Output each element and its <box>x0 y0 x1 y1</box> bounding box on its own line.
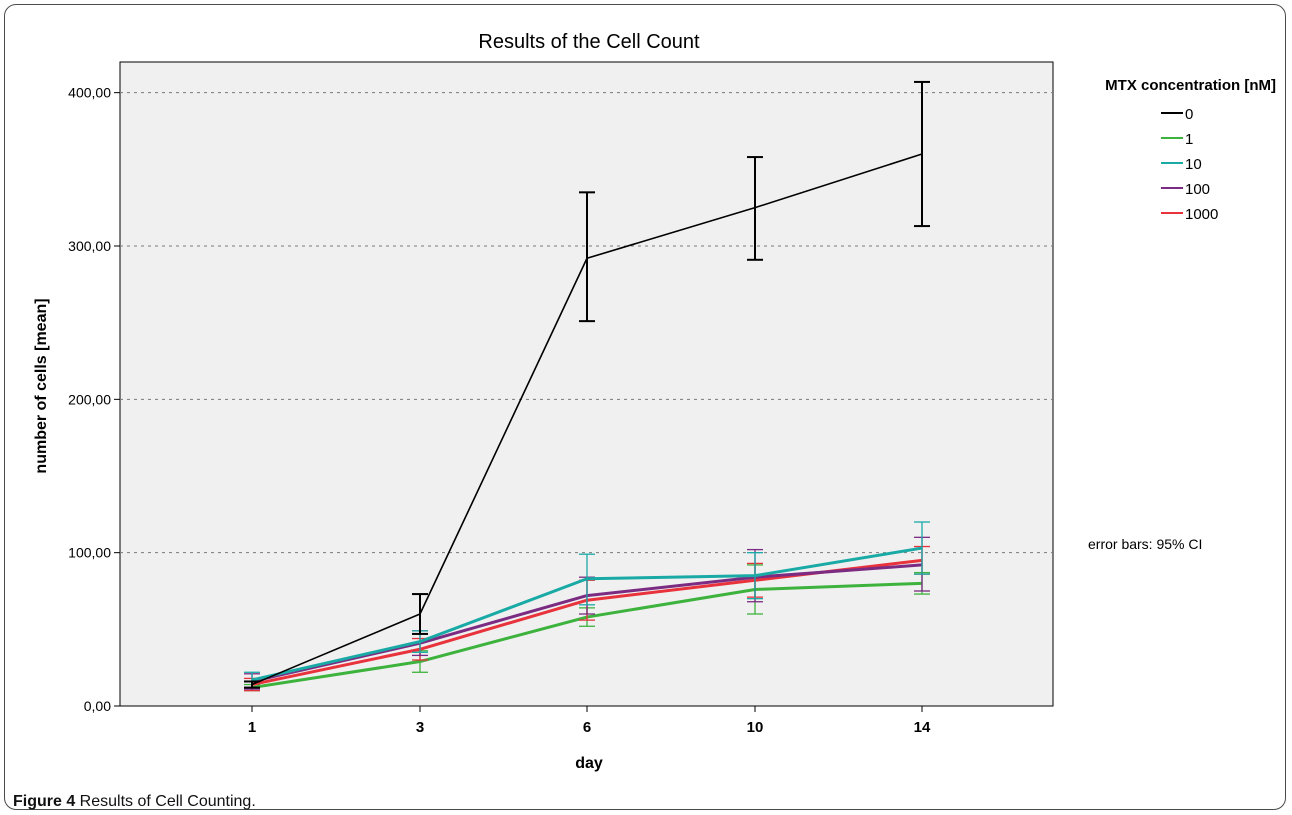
x-tick-label: 14 <box>914 719 931 736</box>
caption-label: Figure 4 <box>13 793 75 810</box>
chart-title: Results of the Cell Count <box>478 31 700 53</box>
x-axis-label: day <box>575 755 603 772</box>
y-tick-label: 300,00 <box>68 238 111 254</box>
y-tick-label: 100,00 <box>68 545 111 561</box>
y-tick-label: 400,00 <box>68 85 111 101</box>
legend-title: MTX concentration [nM] <box>1105 77 1276 94</box>
x-tick-label: 10 <box>747 719 764 736</box>
y-axis: 0,00 100,00 200,00 300,00 400,00 <box>68 85 120 714</box>
legend-item-label: 1 <box>1185 131 1193 148</box>
legend-item-label: 0 <box>1185 106 1193 123</box>
legend: MTX concentration [nM] 0 1 10 100 1000 <box>1105 77 1276 223</box>
legend-item-label: 1000 <box>1185 206 1218 223</box>
legend-item-label: 100 <box>1185 181 1210 198</box>
y-axis-label: number of cells [mean] <box>33 298 50 473</box>
x-tick-label: 1 <box>248 719 256 736</box>
x-axis: 1 3 6 10 14 <box>248 706 931 736</box>
caption-text: Results of Cell Counting. <box>75 793 256 810</box>
legend-item-label: 10 <box>1185 156 1202 173</box>
x-tick-label: 3 <box>416 719 424 736</box>
y-tick-label: 200,00 <box>68 391 111 407</box>
y-tick-label: 0,00 <box>84 698 111 714</box>
error-bar-note: error bars: 95% CI <box>1088 536 1202 552</box>
x-tick-label: 6 <box>583 719 591 736</box>
figure-caption: Figure 4 Results of Cell Counting. <box>13 793 256 811</box>
